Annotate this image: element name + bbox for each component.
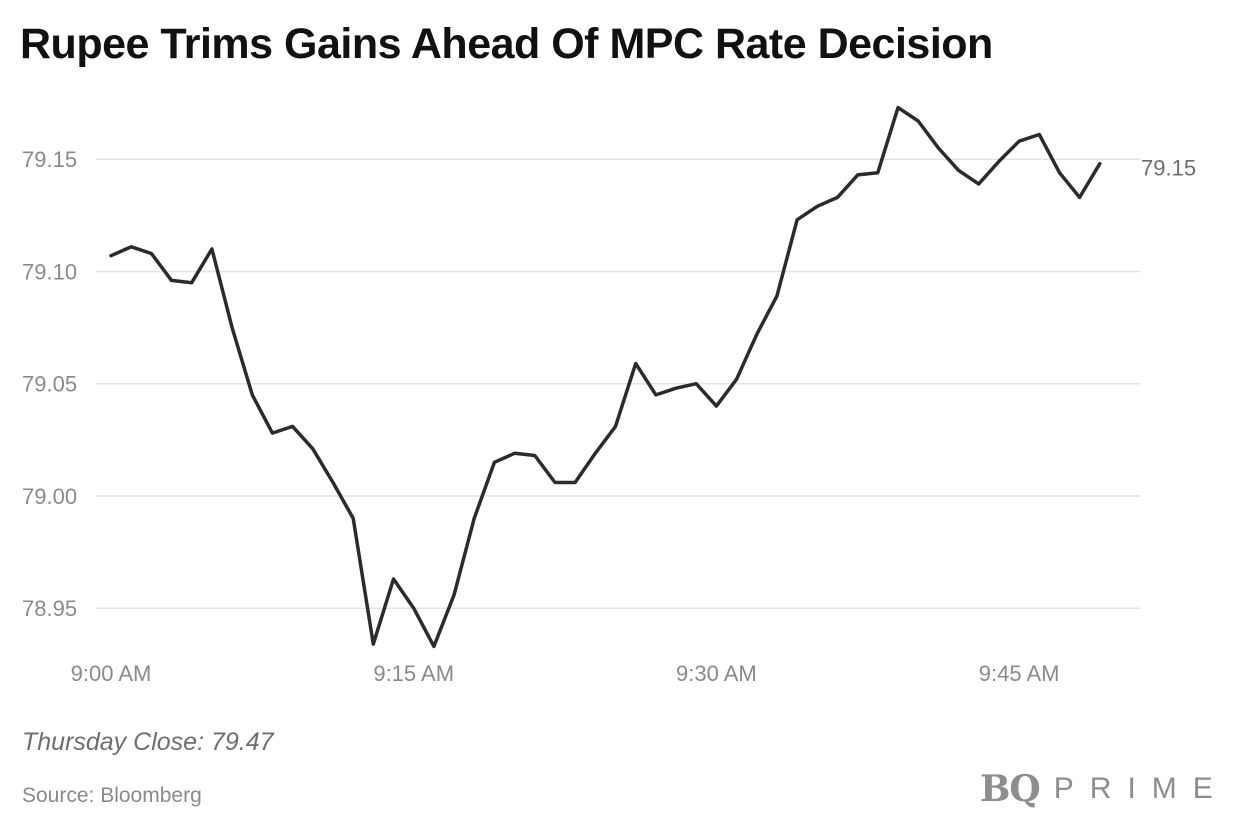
series bbox=[109, 105, 1102, 649]
x-tick-label: 9:30 AM bbox=[676, 661, 757, 686]
y-tick-label: 79.15 bbox=[22, 147, 77, 172]
end-labels: 79.15 bbox=[1141, 156, 1196, 181]
end-value-label: 79.15 bbox=[1141, 156, 1196, 181]
x-tick-label: 9:45 AM bbox=[979, 661, 1060, 686]
y-tick-label: 79.10 bbox=[22, 259, 77, 284]
brand-mark: BQ bbox=[980, 768, 1041, 810]
series-line bbox=[109, 105, 1102, 649]
x-tick-label: 9:15 AM bbox=[373, 661, 454, 686]
x-axis-tick-labels: 9:00 AM 9:15 AM 9:30 AM 9:45 AM bbox=[71, 661, 1060, 686]
gridlines bbox=[96, 158, 1140, 609]
y-axis-tick-labels: 78.95 79.00 79.05 79.10 79.15 bbox=[22, 147, 77, 621]
source-text: Source: Bloomberg bbox=[22, 784, 202, 807]
y-tick-label: 78.95 bbox=[22, 596, 77, 621]
line-chart: 78.95 79.00 79.05 79.10 79.15 9:00 AM 9:15 AM… bbox=[22, 105, 1196, 686]
x-tick-label: 9:00 AM bbox=[71, 661, 152, 686]
chart-title: Rupee Trims Gains Ahead Of MPC Rate Deci… bbox=[20, 20, 993, 68]
brand-logo: BQ PRIME bbox=[980, 764, 1229, 814]
y-tick-label: 79.00 bbox=[22, 484, 77, 509]
brand-wordmark: PRIME bbox=[1053, 772, 1229, 805]
y-tick-label: 79.05 bbox=[22, 372, 77, 397]
thursday-close-note: Thursday Close: 79.47 bbox=[22, 728, 274, 756]
